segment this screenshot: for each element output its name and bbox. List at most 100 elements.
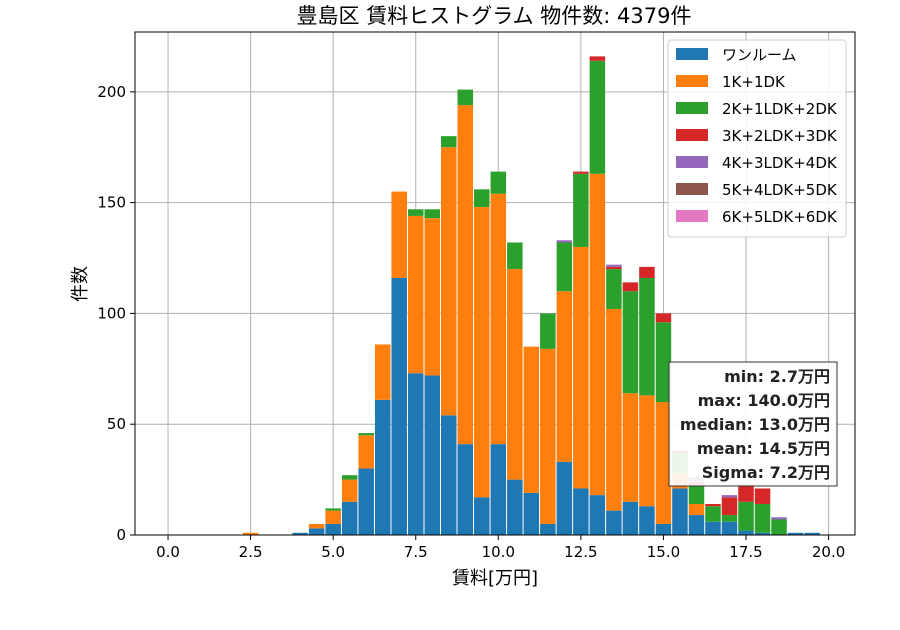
chart-title: 豊島区 賃料ヒストグラム 物件数: 4379件 [297, 4, 692, 28]
bar-segment [639, 277, 655, 396]
bar-segment [374, 344, 391, 400]
bar-segment [705, 503, 721, 507]
bar-segment [721, 495, 738, 498]
stats-box-frame [668, 361, 838, 487]
bar-segment [407, 215, 424, 374]
bar-segment [540, 348, 556, 524]
bar-segment [655, 322, 672, 403]
bar-segment [308, 528, 325, 535]
bar-segment [771, 517, 787, 520]
bar-segment [738, 530, 754, 535]
bar-segment [474, 497, 490, 535]
y-tick-label: 100 [97, 304, 126, 322]
legend-frame [667, 39, 847, 238]
y-tick-label: 0 [116, 526, 126, 544]
y-tick-label: 150 [97, 194, 126, 212]
bar-segment [325, 508, 341, 511]
x-axis-label: 賃料[万円] [452, 568, 538, 589]
y-tick-label: 50 [107, 415, 126, 433]
bar-segment [441, 415, 457, 535]
bar-segment [622, 291, 639, 394]
bar-segment [540, 523, 556, 535]
bar-segment [523, 346, 540, 493]
bar-segment [804, 532, 820, 535]
bar-segment [688, 503, 705, 516]
stats-box: min: 2.7万円 max: 140.0万円 median: 13.0万円 mean… [668, 361, 838, 487]
bar-segment [754, 503, 771, 533]
bar-segment [606, 308, 622, 511]
bar-segment [457, 89, 474, 106]
bar-segment [242, 532, 259, 535]
bar-segment [490, 193, 507, 445]
plot-frame [134, 31, 856, 536]
bar-segment [507, 269, 523, 480]
bar-segment [787, 532, 804, 535]
x-tick-label: 15.0 [647, 543, 680, 561]
bar-segment [424, 218, 441, 376]
bars [242, 56, 820, 535]
bar-segment [606, 269, 622, 309]
legend: ワンルーム 1K+1DK 2K+1LDK+2DK 3K+2LDK+3DK 4K+3LDK… [667, 39, 847, 238]
stats-line: Sigma: 7.2万円 [702, 463, 830, 482]
stats-line: median: 13.0万円 [680, 415, 830, 434]
bar-segment [639, 506, 655, 535]
legend-label: 5K+4LDK+5DK [722, 181, 838, 199]
bar-segment [606, 510, 622, 535]
bar-segment [407, 373, 424, 535]
bar-segment [407, 209, 424, 216]
bar-segment [672, 488, 688, 535]
bar-segment [622, 393, 639, 502]
legend-swatch [676, 75, 708, 87]
bar-segment [358, 468, 374, 535]
x-tick-label: 12.5 [564, 543, 597, 561]
legend-label: 4K+3LDK+4DK [722, 154, 838, 172]
stats-line: max: 140.0万円 [698, 391, 830, 410]
bar-segment [523, 492, 540, 535]
bar-segment [391, 191, 407, 278]
legend-swatch [676, 102, 708, 114]
bar-segment [341, 501, 358, 535]
bar-segment [341, 475, 358, 480]
legend-label: ワンルーム [722, 46, 797, 64]
bar-segment [705, 506, 721, 522]
bar-segment [589, 56, 606, 61]
bar-segment [556, 240, 573, 243]
x-tick-label: 20.0 [812, 543, 845, 561]
bar-segment [573, 488, 589, 535]
bar-segment [540, 313, 556, 349]
x-tick-label: 0.0 [156, 543, 180, 561]
bar-segment [639, 395, 655, 507]
axis-ticks: 0.0 2.5 5.0 7.5 10.0 12.5 15.0 17.5 20.0 0 50 100 15… [97, 83, 845, 561]
legend-swatch [676, 210, 708, 222]
legend-label: 2K+1LDK+2DK [722, 100, 838, 118]
bar-segment [556, 461, 573, 535]
bar-segment [589, 173, 606, 496]
bar-segment [606, 266, 622, 270]
bar-segment [391, 277, 407, 535]
bar-segment [556, 291, 573, 462]
bar-segment [556, 242, 573, 292]
bar-segment [457, 105, 474, 445]
bar-segment [622, 501, 639, 535]
bar-segment [490, 444, 507, 535]
legend-swatch [676, 48, 708, 60]
bar-segment [688, 486, 705, 504]
bar-segment [358, 433, 374, 436]
legend-label: 3K+2LDK+3DK [722, 127, 838, 145]
legend-swatch [676, 183, 708, 195]
bar-segment [705, 521, 721, 535]
legend-swatch [676, 156, 708, 168]
bar-segment [655, 402, 672, 524]
bar-segment [490, 171, 507, 194]
x-tick-label: 10.0 [482, 543, 515, 561]
bar-segment [573, 173, 589, 247]
stats-line: min: 2.7万円 [724, 367, 830, 386]
bar-segment [292, 532, 308, 535]
bar-segment [655, 523, 672, 535]
y-axis-label: 件数 [70, 266, 91, 302]
y-tick-label: 200 [97, 83, 126, 101]
bar-segment [424, 375, 441, 535]
bar-segment [771, 519, 787, 535]
